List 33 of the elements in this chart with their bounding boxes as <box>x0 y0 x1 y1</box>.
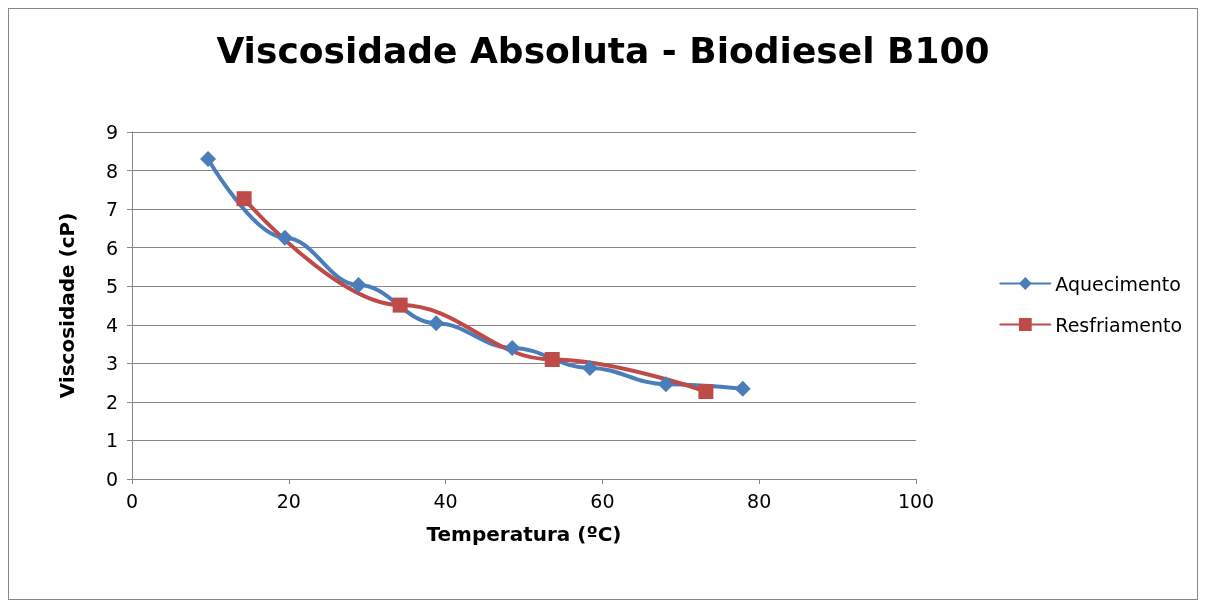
point <box>200 150 217 167</box>
point <box>392 297 408 313</box>
y-tick-label: 2 <box>105 390 118 413</box>
point <box>544 351 560 367</box>
y-tick-label: 9 <box>105 121 118 143</box>
y-tick-label: 3 <box>105 352 118 375</box>
point <box>581 359 598 376</box>
chart-title: Viscosidade Absoluta - Biodiesel B100 <box>216 29 990 71</box>
x-tick-label: 40 <box>433 489 458 512</box>
y-tick-label: 0 <box>105 468 118 490</box>
x-tick-label: 100 <box>897 489 935 512</box>
point <box>428 315 445 332</box>
y-axis-title: Viscosidade (cP) <box>55 212 79 399</box>
x-tick-label: 0 <box>125 489 139 512</box>
y-tick-label: 6 <box>105 236 118 259</box>
point <box>657 376 674 393</box>
legend-label: Resfriamento <box>1055 313 1183 336</box>
x-tick-label: 80 <box>747 489 772 512</box>
y-tick-label: 8 <box>105 159 118 182</box>
point <box>350 277 367 294</box>
point <box>236 191 252 207</box>
y-tick-label: 7 <box>105 198 118 221</box>
point <box>504 339 521 356</box>
x-tick-label: 20 <box>276 489 301 512</box>
point <box>276 229 293 246</box>
y-tick-label: 4 <box>105 313 118 336</box>
point <box>734 380 751 397</box>
x-tick-label: 60 <box>590 489 615 512</box>
y-tick-label: 5 <box>105 275 118 298</box>
legend-label: Aquecimento <box>1055 272 1181 295</box>
y-tick-label: 1 <box>105 429 118 452</box>
point <box>698 383 714 399</box>
x-axis-title: Temperatura (ºC) <box>426 522 622 546</box>
